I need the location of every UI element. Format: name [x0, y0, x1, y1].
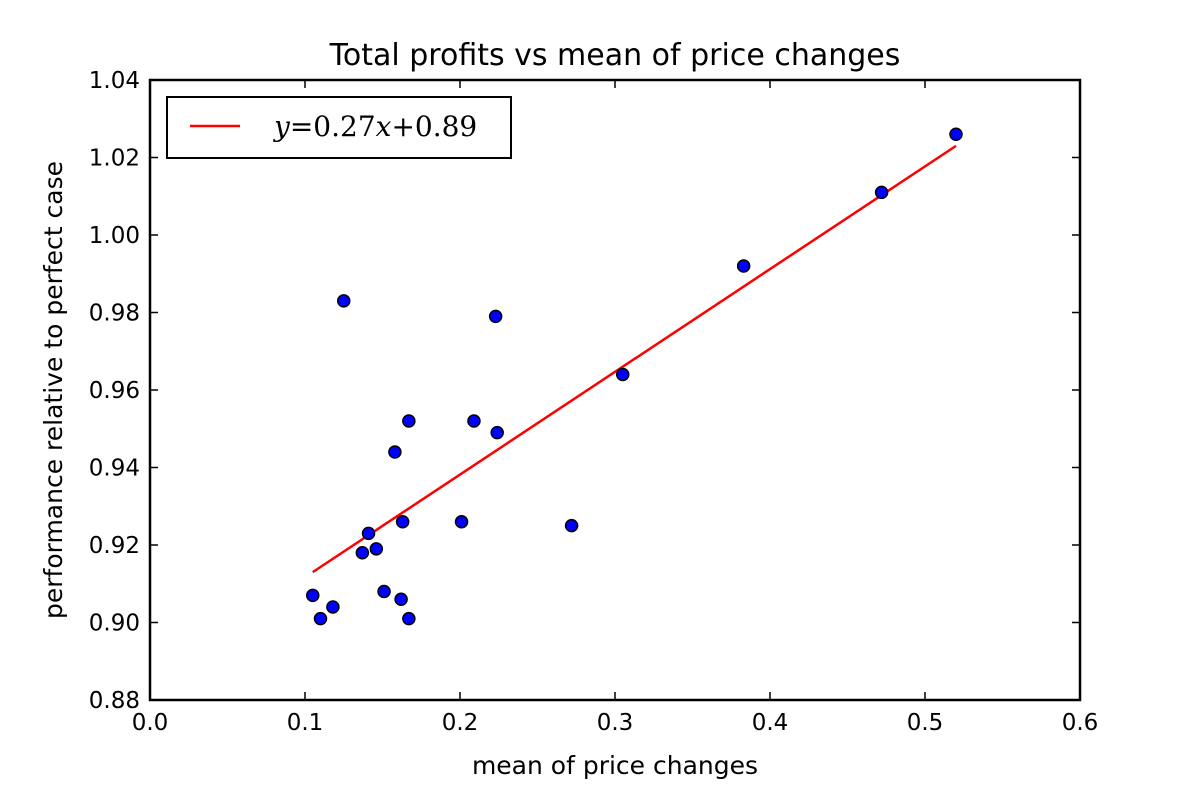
scatter-point — [454, 515, 469, 529]
scatter-point — [369, 542, 384, 556]
x-tick-label: 0.2 — [442, 710, 479, 736]
scatter-point — [326, 600, 340, 614]
x-tick-label: 0.6 — [1062, 710, 1099, 736]
scatter-points — [306, 127, 963, 626]
scatter-point — [361, 526, 376, 541]
scatter-point — [616, 367, 630, 382]
x-tick-label: 0.3 — [597, 710, 634, 736]
y-tick-label: 0.98 — [89, 301, 140, 327]
scatter-point — [402, 611, 416, 626]
scatter-point — [306, 588, 320, 603]
x-tick-label: 0.5 — [907, 710, 944, 736]
x-tick-label: 0.0 — [132, 710, 169, 736]
fit-line — [312, 144, 957, 574]
scatter-point — [736, 259, 751, 273]
y-tick-label: 0.88 — [89, 688, 140, 714]
scatter-point — [467, 414, 481, 428]
x-axis-title: mean of price changes — [472, 751, 758, 780]
y-tick-label: 0.90 — [89, 611, 140, 637]
scatter-point — [490, 425, 504, 440]
y-axis-ticks: 0.88 0.90 0.92 0.94 0.96 0.98 1.00 1.02 1.04 — [89, 68, 1080, 714]
y-tick-label: 0.94 — [89, 456, 140, 482]
scatter-point — [337, 294, 351, 308]
x-tick-label: 0.4 — [752, 710, 789, 736]
chart-title: Total profits vs mean of price changes — [329, 38, 901, 73]
y-axis-title: performance relative to perfect case — [39, 161, 68, 619]
y-tick-label: 1.02 — [89, 146, 140, 172]
scatter-point — [377, 584, 391, 599]
y-tick-label: 0.92 — [89, 533, 140, 559]
scatter-point — [388, 445, 402, 459]
scatter-point — [355, 546, 370, 560]
scatter-point — [394, 592, 408, 606]
x-axis-ticks: 0.0 0.1 0.2 0.3 0.4 0.5 0.6 — [132, 80, 1099, 736]
scatter-point — [949, 127, 963, 141]
scatter-point — [402, 414, 416, 428]
fit-line-layer — [312, 144, 957, 574]
x-tick-label: 0.1 — [287, 710, 324, 736]
plot-area — [150, 80, 1080, 700]
y-tick-label: 1.00 — [89, 223, 140, 249]
y-tick-label: 0.96 — [89, 378, 140, 404]
scatter-point — [564, 518, 579, 533]
scatter-point — [395, 515, 410, 529]
y-tick-label: 1.04 — [89, 68, 140, 94]
legend-label: y=0.27x+0.89 — [272, 110, 477, 143]
scatter-point — [313, 611, 328, 626]
legend: y=0.27x+0.89 — [166, 96, 512, 159]
scatter-point — [488, 309, 503, 324]
scatter-point — [874, 185, 889, 200]
plot-frame — [148, 78, 1082, 702]
legend-box — [166, 96, 512, 159]
